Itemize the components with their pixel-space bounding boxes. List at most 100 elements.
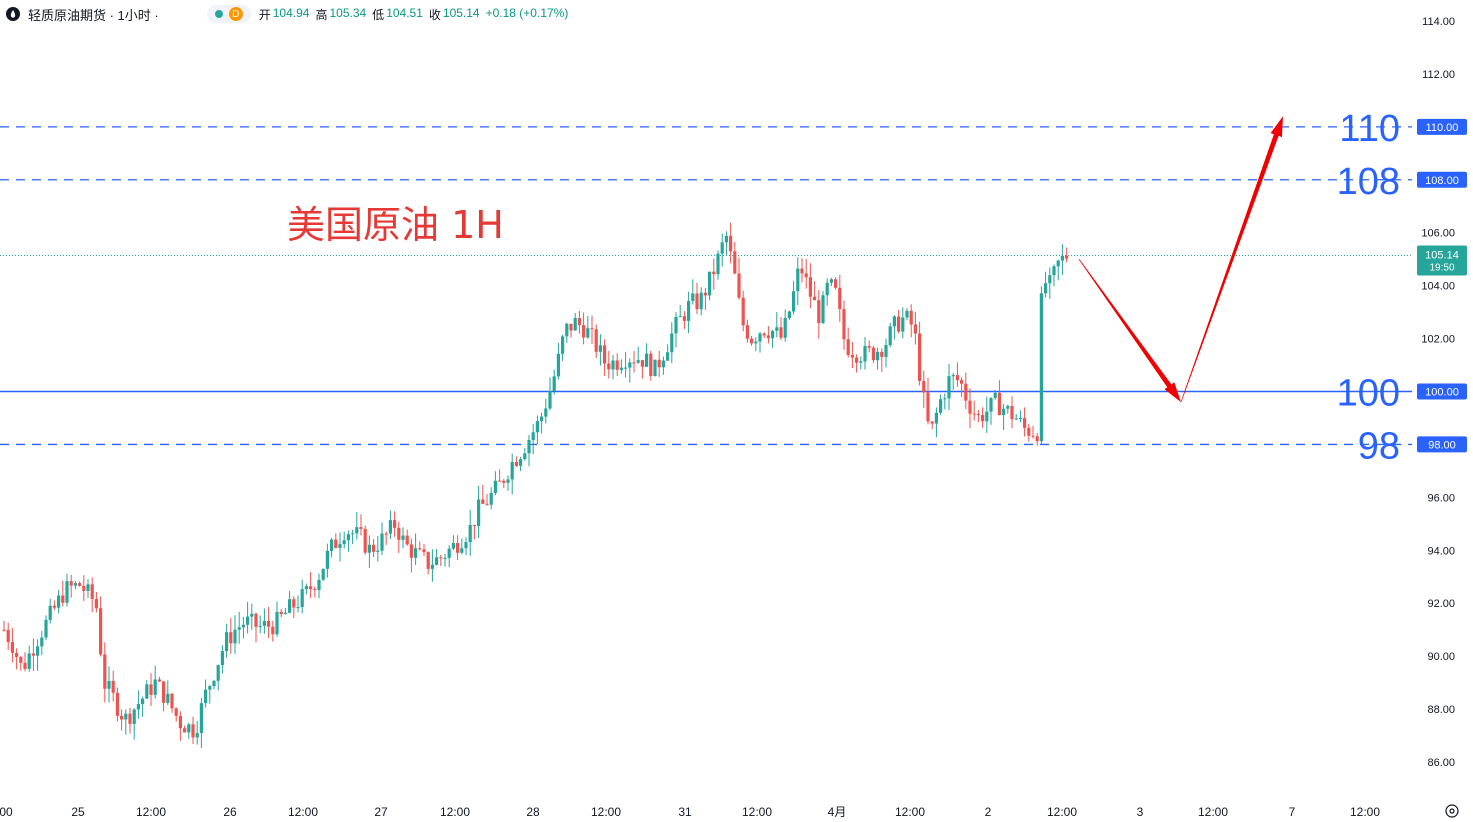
candle-body [607, 363, 611, 370]
candle-body [582, 325, 586, 338]
candle-body [262, 620, 266, 626]
candle-body [27, 653, 31, 669]
candle-body [678, 316, 682, 318]
candle-body [460, 548, 464, 553]
candle-body [821, 295, 825, 324]
candle-body [128, 713, 132, 724]
candle-body [61, 595, 65, 603]
candle-body [246, 616, 250, 625]
candle-body [590, 328, 594, 330]
candle-body [598, 345, 602, 352]
symbol-title[interactable]: 轻质原油期货 · 1小时 · [28, 7, 159, 23]
candle-body [489, 493, 493, 505]
candle-body [426, 552, 430, 569]
candle-body [951, 375, 955, 377]
candle-body [808, 277, 812, 297]
settings-icon[interactable] [1445, 804, 1459, 818]
time-tick: 12:00 [895, 805, 925, 819]
candle-body [771, 330, 775, 339]
candle-body [695, 293, 699, 310]
candle-body [787, 311, 791, 319]
candle-body [10, 642, 14, 653]
level-tag-110 [1417, 118, 1467, 135]
candle-body [939, 399, 943, 413]
candle-body [926, 392, 930, 422]
candle-body [99, 608, 103, 655]
candle-body [1056, 260, 1060, 267]
candle-body [502, 480, 506, 483]
candle-body [947, 376, 951, 399]
time-tick: 12:00 [1047, 805, 1077, 819]
candle-body [31, 653, 35, 656]
candle-body [199, 703, 203, 734]
candle-body [36, 646, 40, 656]
candle-body [552, 376, 556, 392]
candle-body [149, 684, 153, 695]
candle-body [52, 605, 56, 608]
candle-body [834, 279, 838, 288]
candle-body [829, 279, 833, 283]
candle-body [65, 581, 69, 603]
level-tag-100 [1417, 383, 1467, 400]
time-tick: 26 [223, 805, 237, 819]
candle-body [758, 333, 762, 342]
candle-body [313, 589, 317, 591]
level-tag-text: 100.00 [1425, 387, 1459, 399]
price-tick: 106.00 [1421, 228, 1455, 240]
candle-body [682, 316, 686, 321]
candle-body [69, 581, 73, 586]
candle-body [451, 542, 455, 549]
candle-body [535, 421, 539, 433]
candle-body [855, 357, 859, 363]
candle-body [628, 362, 632, 368]
candle-body [796, 268, 800, 292]
candle-body [670, 333, 674, 353]
candle-body [573, 318, 577, 331]
candle-body [1065, 255, 1069, 259]
price-tick: 94.00 [1427, 545, 1455, 557]
candle-body [258, 625, 262, 627]
candle-body [657, 359, 661, 368]
candle-body [351, 533, 355, 535]
status-pill[interactable]: D [206, 5, 251, 23]
candle-body [1060, 255, 1064, 261]
candle-body [141, 698, 145, 705]
candle-body [216, 665, 220, 681]
time-tick: 4月 [828, 805, 847, 819]
candle-body [447, 548, 451, 558]
candle-body [708, 271, 712, 296]
time-tick: 2 [985, 805, 992, 819]
candle-body [19, 656, 23, 663]
candle-body [859, 361, 863, 363]
candle-body [1027, 427, 1031, 436]
candle-body [506, 479, 510, 483]
candle-body [871, 347, 875, 361]
level-tag-108 [1417, 171, 1467, 188]
candle-body [674, 316, 678, 334]
candle-body [44, 619, 48, 638]
candle-body [376, 550, 380, 552]
candle-body [1048, 275, 1052, 284]
candle-body [15, 652, 19, 657]
candle-body [464, 542, 468, 549]
candle-body [472, 525, 476, 527]
ohlc-values: 开 104.94 高 105.34 低 104.51 收 105.14 +0.18 (+… [258, 5, 569, 22]
time-tick: 12:00 [440, 805, 470, 819]
candle-body [733, 251, 737, 274]
candle-body [586, 328, 590, 338]
candle-body [388, 520, 392, 534]
time-tick: 3 [1137, 805, 1144, 819]
candle-body [405, 535, 409, 545]
candle-body [687, 300, 691, 321]
candle-body [934, 412, 938, 424]
time-tick: 12:00 [1350, 805, 1380, 819]
candle-body [972, 413, 976, 415]
candle-body [409, 544, 413, 558]
level-tag-text: 108.00 [1425, 175, 1459, 187]
candle-body [271, 626, 275, 635]
candle-body [897, 316, 901, 332]
candle-body [82, 585, 86, 591]
candle-body [540, 416, 544, 422]
candle-body [754, 341, 758, 344]
